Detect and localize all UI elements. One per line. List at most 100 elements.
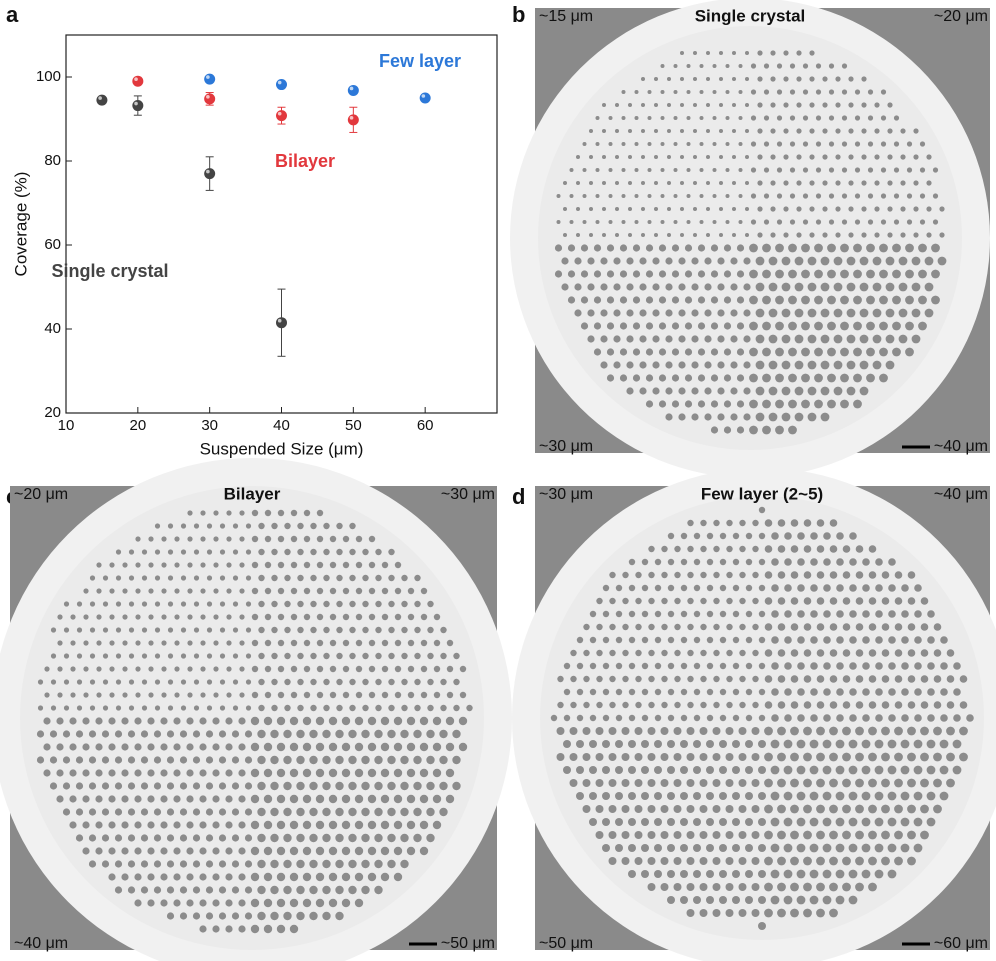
hole: [296, 833, 305, 843]
hole: [777, 701, 786, 709]
hole: [458, 716, 468, 726]
hole: [913, 232, 919, 238]
hole: [239, 614, 245, 620]
hole: [232, 601, 239, 607]
hole: [626, 361, 634, 369]
hole: [245, 575, 252, 581]
hole: [264, 509, 272, 517]
hole: [827, 295, 836, 305]
hole: [368, 613, 376, 621]
hole: [699, 90, 704, 94]
hole: [250, 742, 260, 752]
hole: [115, 601, 122, 607]
hole: [628, 688, 636, 696]
hole: [801, 399, 810, 409]
hole: [743, 257, 751, 265]
hole: [639, 361, 647, 369]
hole: [758, 610, 766, 618]
hole: [730, 413, 738, 421]
hole: [783, 232, 789, 238]
hole: [699, 805, 708, 813]
hole: [919, 219, 926, 225]
hole: [626, 309, 634, 317]
hole: [768, 360, 778, 370]
hole: [174, 536, 180, 542]
hole: [632, 244, 641, 252]
hole: [797, 662, 805, 670]
hole: [440, 678, 447, 686]
hole: [375, 678, 382, 686]
hole: [205, 756, 214, 764]
hole: [758, 636, 766, 644]
hole: [200, 588, 206, 594]
hole: [62, 782, 71, 790]
hole: [901, 636, 909, 644]
hole: [102, 601, 109, 607]
hole: [853, 295, 862, 305]
point-highlight: [277, 111, 282, 116]
hole: [691, 387, 699, 395]
hole: [822, 206, 828, 212]
hole: [387, 729, 396, 739]
hole: [648, 649, 655, 657]
hole: [615, 740, 623, 748]
hole: [583, 675, 590, 683]
hole: [341, 898, 351, 908]
hole: [859, 334, 869, 344]
hole: [880, 167, 887, 173]
hole: [913, 154, 919, 160]
hole: [115, 653, 122, 659]
hole: [654, 844, 662, 852]
hole: [667, 844, 675, 852]
hole: [122, 666, 128, 672]
hole: [270, 807, 279, 817]
hole: [717, 257, 725, 265]
hole: [887, 102, 893, 108]
hole: [704, 335, 712, 343]
hole: [608, 220, 613, 224]
hole: [459, 665, 467, 673]
hole: [615, 818, 623, 826]
hole: [906, 141, 913, 147]
hole: [660, 168, 665, 172]
hole: [322, 781, 331, 791]
hole: [368, 535, 376, 543]
hole: [96, 692, 102, 698]
hole: [122, 614, 128, 620]
hole: [763, 193, 770, 199]
hole: [881, 830, 890, 840]
hole: [205, 886, 214, 894]
micrograph: [510, 0, 990, 478]
hole: [238, 821, 246, 829]
hole: [684, 322, 693, 330]
hole: [788, 347, 797, 357]
hole: [775, 243, 784, 253]
hole: [602, 792, 610, 800]
hole: [270, 911, 279, 921]
hole: [393, 716, 403, 726]
hole: [939, 791, 949, 801]
hole: [245, 549, 252, 555]
hole: [88, 808, 97, 816]
hole: [160, 899, 168, 907]
hole: [303, 613, 311, 621]
hole: [231, 756, 240, 764]
hole: [296, 781, 305, 791]
hole: [440, 652, 447, 660]
hole: [699, 116, 704, 120]
hole: [244, 756, 253, 764]
hole: [257, 911, 266, 921]
hole: [400, 807, 409, 817]
hole: [932, 193, 939, 199]
hole: [70, 692, 76, 698]
hole: [180, 549, 187, 555]
hole: [758, 922, 766, 930]
series-label: Single crystal: [51, 261, 168, 281]
hole: [822, 76, 828, 82]
panel-label: d: [512, 484, 525, 509]
hole: [609, 675, 616, 683]
hole: [615, 766, 623, 774]
hole: [887, 206, 893, 212]
hole: [316, 639, 324, 647]
hole: [615, 636, 623, 644]
